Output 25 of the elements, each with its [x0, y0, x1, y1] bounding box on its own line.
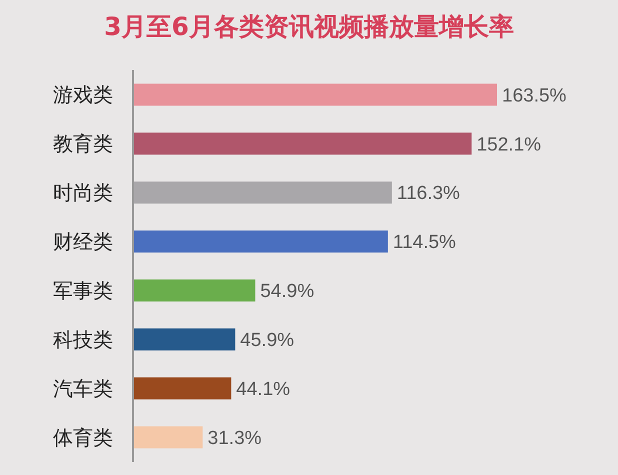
y-tick-label: 体育类 [53, 425, 113, 450]
bar [133, 426, 203, 448]
data-label: 44.1% [236, 378, 290, 400]
data-label: 116.3% [396, 183, 460, 204]
y-tick-label: 游戏类 [53, 82, 113, 107]
y-tick-label: 科技类 [53, 327, 113, 352]
y-tick-label: 教育类 [53, 132, 113, 156]
bar [133, 84, 497, 106]
data-label: 54.9% [260, 281, 314, 302]
data-label: 31.3% [208, 428, 262, 449]
bar [133, 279, 256, 302]
bar [133, 182, 392, 204]
bar [133, 230, 388, 253]
y-tick-label: 汽车类 [53, 376, 113, 400]
chart-title: 3月至6月各类资讯视频播放量增长率 [104, 12, 514, 41]
data-label: 152.1% [476, 134, 542, 156]
data-label: 114.5% [392, 232, 456, 254]
bar [133, 132, 472, 155]
y-tick-label: 军事类 [53, 278, 113, 302]
y-tick-label: 时尚类 [53, 180, 113, 205]
data-label: 163.5% [502, 85, 567, 106]
bar [133, 377, 232, 400]
y-tick-label: 财经类 [53, 230, 113, 254]
bar [133, 328, 236, 350]
data-label: 45.9% [240, 330, 294, 352]
